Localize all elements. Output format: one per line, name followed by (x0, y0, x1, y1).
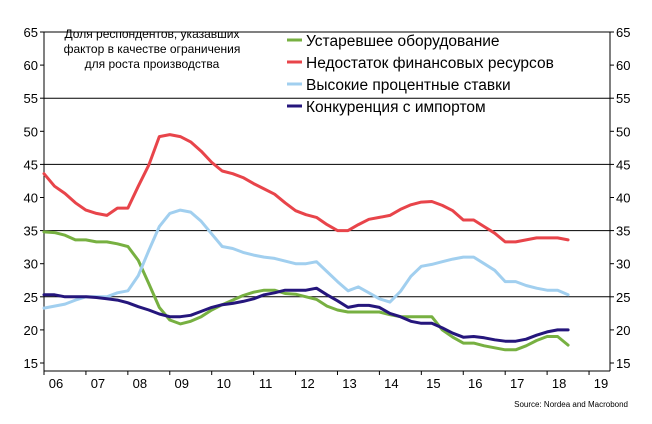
x-tick-label: 18 (552, 376, 566, 391)
x-tick-label: 07 (91, 376, 105, 391)
y-tick-label-right: 30 (616, 257, 630, 272)
legend-label: Конкуренция с импортом (306, 99, 486, 116)
legend-item-3: Высокие процентные ставки (287, 77, 511, 94)
legend-item-2: Недостаток финансовых ресурсов (287, 55, 554, 72)
y-tick-label-left: 65 (24, 25, 38, 40)
y-tick-label-right: 50 (616, 124, 630, 139)
y-tick-label-left: 25 (24, 290, 38, 305)
source-note: Source: Nordea and Macrobond (514, 400, 628, 409)
series-line-2 (42, 133, 570, 244)
x-tick-label: 15 (426, 376, 440, 391)
series-lines (42, 133, 570, 352)
legend: Устаревшее оборудование Недостаток финанс… (287, 33, 554, 116)
y-tick-label-right: 35 (616, 224, 630, 239)
series-line-3 (42, 208, 570, 310)
legend-item-4: Конкуренция с импортом (287, 99, 486, 116)
x-tick-label: 13 (342, 376, 356, 391)
y-tick-label-right: 45 (616, 157, 630, 172)
y-tick-label-left: 35 (24, 224, 38, 239)
legend-item-1: Устаревшее оборудование (287, 33, 500, 50)
x-tick-label: 19 (594, 376, 608, 391)
y-tick-label-right: 15 (616, 356, 630, 371)
y-axis-right: 15 20 25 30 35 40 45 50 55 60 65 (609, 25, 630, 371)
y-tick-label-left: 15 (24, 356, 38, 371)
x-tick-label: 12 (300, 376, 314, 391)
y-tick-label-right: 40 (616, 191, 630, 206)
annotation-line-2: фактор в качестве ограничения (64, 42, 241, 56)
x-tick-label: 11 (259, 376, 273, 391)
x-tick-label: 17 (510, 376, 524, 391)
y-tick-label-right: 25 (616, 290, 630, 305)
x-tick-label: 10 (216, 376, 230, 391)
y-tick-label-left: 60 (24, 58, 38, 73)
annotation: Доля респондентов, указавших фактор в ка… (64, 27, 241, 71)
y-tick-label-left: 20 (24, 323, 38, 338)
y-tick-label-right: 65 (616, 25, 630, 40)
series-line-4 (42, 286, 570, 343)
gridlines (44, 31, 610, 298)
y-tick-label-left: 55 (24, 91, 38, 106)
series-line-1 (42, 230, 570, 352)
legend-label: Высокие процентные ставки (306, 77, 511, 94)
y-axis-left: 15 20 25 30 35 40 45 50 55 60 65 (24, 25, 45, 371)
legend-label: Недостаток финансовых ресурсов (306, 55, 554, 72)
legend-label: Устаревшее оборудование (306, 33, 500, 50)
x-tick-label: 06 (49, 376, 63, 391)
y-tick-label-right: 55 (616, 91, 630, 106)
y-tick-label-right: 20 (616, 323, 630, 338)
y-tick-label-left: 40 (24, 191, 38, 206)
x-tick-label: 14 (384, 376, 398, 391)
y-tick-label-left: 45 (24, 157, 38, 172)
x-tick-label: 08 (133, 376, 147, 391)
annotation-line-1: Доля респондентов, указавших (65, 27, 240, 41)
y-tick-label-left: 30 (24, 257, 38, 272)
x-tick-label: 09 (175, 376, 189, 391)
y-tick-label-left: 50 (24, 124, 38, 139)
y-tick-label-right: 60 (616, 58, 630, 73)
x-axis: 06 07 08 09 10 11 12 13 14 15 16 17 18 19 (43, 370, 610, 391)
x-tick-label: 16 (468, 376, 482, 391)
annotation-line-3: для роста производства (85, 57, 220, 71)
